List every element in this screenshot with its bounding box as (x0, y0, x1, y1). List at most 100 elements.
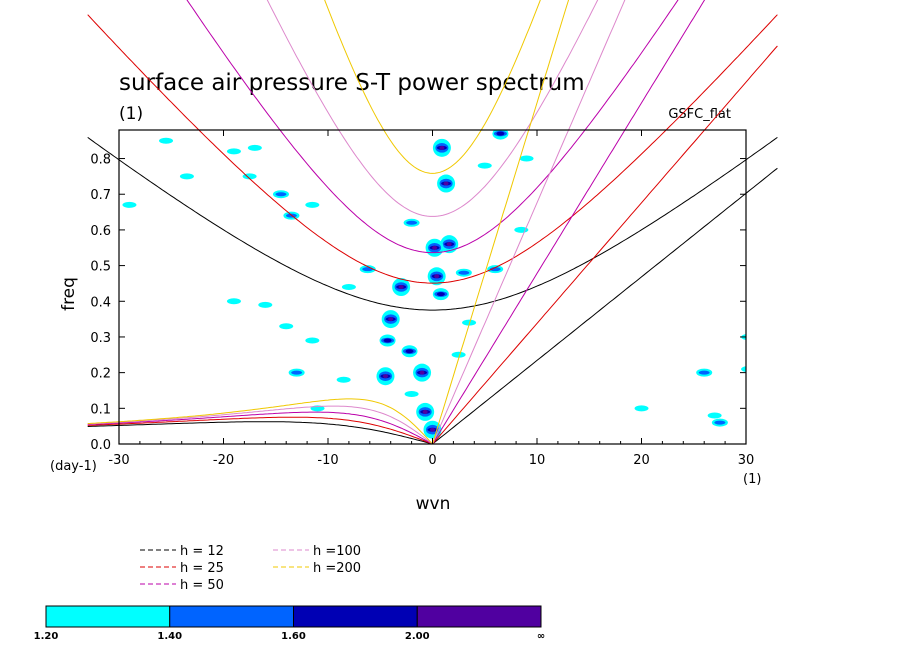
power-blob (477, 162, 492, 169)
colorbar-swatch (293, 605, 418, 628)
rossby-curve (87, 398, 433, 444)
power-blob (741, 366, 746, 372)
y-tick-label: 0.7 (90, 188, 111, 203)
kelvin-curve (432, 45, 778, 444)
legend-label: h = 12 (180, 544, 224, 559)
colorbar: 1.20 1.40 1.60 2.00 ∞ (34, 605, 545, 642)
colorbar-swatch (169, 605, 294, 628)
kelvin-curve (432, 0, 570, 444)
power-blob (279, 323, 294, 330)
legend-label: h = 25 (180, 561, 224, 576)
rossby-curve (87, 421, 433, 444)
rossby-curve (87, 405, 433, 444)
colorbar-label: ∞ (537, 631, 545, 642)
power-blob (436, 292, 445, 297)
power-blob (382, 374, 388, 379)
colorbar-label: 1.20 (34, 631, 59, 642)
power-blob (398, 285, 404, 289)
power-blob (336, 376, 351, 383)
colorbar-swatch (45, 605, 171, 628)
power-blob (434, 274, 440, 279)
colorbar-label: 1.40 (157, 631, 182, 642)
x-tick-label: 30 (738, 453, 755, 468)
power-blob (707, 412, 722, 419)
power-blob (179, 173, 194, 180)
gravity-curve (87, 136, 778, 311)
power-blob (275, 192, 287, 197)
power-blob (291, 370, 303, 375)
colorbar-swatch (416, 605, 542, 628)
power-blob (226, 148, 241, 155)
x-tick-label: 20 (633, 453, 650, 468)
y-unit-label: (day-1) (50, 459, 97, 474)
gravity-curve (266, 0, 599, 217)
power-blob (305, 201, 320, 208)
y-tick-label: 0.5 (90, 260, 111, 275)
x-axis-label: wvn (416, 494, 451, 514)
power-blob (714, 420, 726, 425)
power-blob (698, 370, 710, 375)
power-blob (432, 245, 438, 250)
power-blob (458, 270, 470, 275)
y-tick-label: 0.0 (90, 438, 111, 453)
power-blob (443, 181, 449, 186)
chart-title: surface air pressure S-T power spectrum (119, 70, 585, 96)
legend-label: h =100 (313, 544, 361, 559)
y-axis-label: freq (59, 277, 79, 311)
legend-label: h = 50 (180, 578, 224, 593)
power-blob (362, 267, 374, 272)
y-tick-label: 0.8 (90, 153, 111, 168)
x-tick-label: 10 (529, 453, 546, 468)
legend-label: h =200 (313, 561, 361, 576)
power-blob (406, 220, 418, 225)
chart-subtitle: (1) (119, 104, 143, 124)
gravity-curve (324, 0, 541, 174)
x-unit-label: (1) (743, 472, 761, 487)
power-blob (451, 351, 466, 358)
kelvin-curve (432, 0, 626, 444)
x-tick-label: -10 (317, 453, 338, 468)
power-blob (159, 137, 174, 144)
power-blob (422, 409, 428, 414)
plot-frame (118, 129, 747, 445)
kelvin-curve (432, 167, 778, 444)
kelvin-curve (432, 0, 706, 444)
dataset-label: GSFC_flat (668, 107, 731, 122)
x-tick-label: 0 (428, 453, 436, 468)
power-blob (388, 317, 394, 322)
power-blob (341, 284, 356, 290)
power-blob (383, 338, 392, 343)
dispersion-curves (87, 0, 778, 444)
rossby-curve (87, 416, 433, 444)
legend: h = 12 h = 25 h = 50 h =100 h =200 (140, 544, 361, 593)
x-tick-label: -30 (108, 453, 129, 468)
power-blob (419, 370, 425, 375)
power-blob (439, 145, 445, 150)
power-blob (489, 267, 501, 272)
colorbar-label: 2.00 (405, 631, 430, 642)
power-blob (430, 427, 435, 432)
power-blob (122, 201, 137, 208)
y-axis-ticks: 0.0 0.1 0.2 0.3 0.4 0.5 0.6 0.7 0.8 (90, 153, 746, 453)
gravity-curve (186, 0, 679, 254)
y-tick-label: 0.1 (90, 402, 111, 417)
power-blob (247, 144, 262, 151)
power-blob (519, 155, 534, 162)
power-contours (122, 130, 746, 439)
power-blob (496, 131, 505, 136)
power-blob (226, 298, 241, 305)
power-blob (446, 242, 452, 247)
y-tick-label: 0.4 (90, 295, 111, 310)
power-blob (634, 405, 649, 412)
x-axis-ticks: -30 -20 -10 0 10 20 30 (108, 130, 754, 468)
y-tick-label: 0.3 (90, 331, 111, 346)
rossby-curve (87, 411, 433, 444)
y-tick-label: 0.6 (90, 224, 111, 239)
power-blob (258, 301, 273, 308)
power-blob (404, 391, 419, 398)
colorbar-label: 1.60 (281, 631, 306, 642)
power-blob (405, 349, 414, 354)
power-blob (462, 319, 477, 326)
